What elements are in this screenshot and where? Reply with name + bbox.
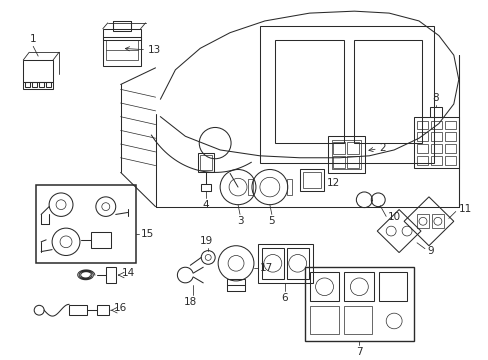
Text: 7: 7	[355, 347, 362, 357]
Bar	[416, 121, 427, 130]
Text: 9: 9	[426, 246, 433, 256]
Bar	[201, 184, 211, 191]
Bar	[346, 156, 359, 167]
Bar	[299, 170, 323, 191]
Text: 6: 6	[281, 293, 287, 303]
Bar	[36, 185, 135, 263]
Text: 13: 13	[125, 45, 161, 55]
Bar	[286, 248, 308, 279]
Text: 14: 14	[122, 268, 135, 278]
Text: 1: 1	[30, 35, 37, 44]
Bar	[331, 140, 361, 170]
Bar	[430, 144, 441, 153]
Bar	[302, 172, 320, 188]
Bar	[430, 132, 441, 141]
Text: 5: 5	[268, 216, 275, 226]
Text: 12: 12	[326, 178, 339, 188]
Bar	[430, 121, 441, 130]
Bar	[23, 81, 53, 89]
Bar	[344, 306, 371, 334]
Bar	[102, 37, 141, 66]
Bar	[97, 305, 108, 315]
Bar	[309, 272, 339, 301]
Bar	[247, 179, 252, 195]
Text: 18: 18	[183, 297, 197, 307]
Bar	[226, 279, 244, 285]
Bar	[46, 81, 51, 87]
Bar	[39, 81, 44, 87]
Bar	[105, 267, 116, 283]
Bar	[200, 155, 212, 171]
Bar	[413, 117, 458, 167]
Bar	[23, 60, 53, 81]
Text: 15: 15	[141, 229, 154, 239]
Bar	[25, 81, 30, 87]
Text: 8: 8	[432, 93, 438, 103]
Bar	[198, 153, 214, 172]
Bar	[344, 272, 373, 301]
Bar	[286, 179, 291, 195]
Text: 16: 16	[114, 303, 127, 313]
Bar	[274, 40, 344, 143]
Bar	[444, 156, 455, 165]
Bar	[333, 156, 345, 167]
Bar	[91, 232, 111, 248]
Bar	[354, 40, 421, 143]
Text: 4: 4	[203, 200, 209, 210]
Text: 3: 3	[236, 216, 243, 226]
Bar	[444, 121, 455, 130]
Bar	[333, 142, 345, 154]
Bar	[260, 26, 433, 163]
Text: 17: 17	[260, 263, 273, 273]
Bar	[257, 244, 312, 283]
Bar	[327, 136, 365, 174]
Bar	[429, 107, 441, 117]
Bar	[262, 248, 283, 279]
Text: 10: 10	[387, 212, 401, 222]
Bar	[105, 40, 137, 60]
Bar	[113, 21, 130, 31]
Bar	[416, 132, 427, 141]
Bar	[102, 29, 141, 40]
Bar	[304, 267, 413, 341]
Bar	[32, 81, 37, 87]
Text: 19: 19	[199, 236, 212, 246]
Bar	[416, 144, 427, 153]
Bar	[444, 132, 455, 141]
Bar	[379, 272, 406, 301]
Bar	[416, 215, 428, 228]
Bar	[444, 144, 455, 153]
Text: 2: 2	[368, 143, 385, 153]
Bar	[309, 306, 339, 334]
Bar	[430, 156, 441, 165]
Bar	[346, 142, 359, 154]
Text: 11: 11	[458, 204, 471, 213]
Bar	[69, 305, 87, 315]
Bar	[431, 215, 443, 228]
Bar	[416, 156, 427, 165]
